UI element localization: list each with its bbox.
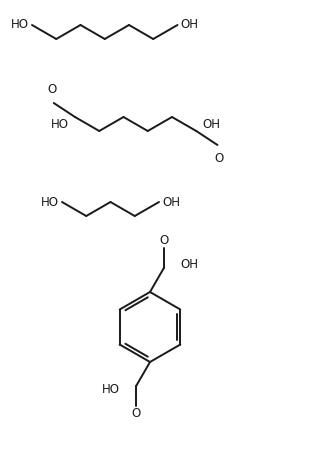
Text: OH: OH — [202, 117, 220, 131]
Text: O: O — [131, 407, 141, 420]
Text: OH: OH — [180, 18, 198, 32]
Text: O: O — [215, 152, 224, 165]
Text: O: O — [47, 83, 56, 96]
Text: HO: HO — [11, 18, 29, 32]
Text: HO: HO — [102, 383, 120, 396]
Text: O: O — [159, 234, 169, 247]
Text: OH: OH — [162, 196, 180, 208]
Text: HO: HO — [51, 117, 69, 131]
Text: OH: OH — [180, 258, 198, 271]
Text: HO: HO — [41, 196, 59, 208]
